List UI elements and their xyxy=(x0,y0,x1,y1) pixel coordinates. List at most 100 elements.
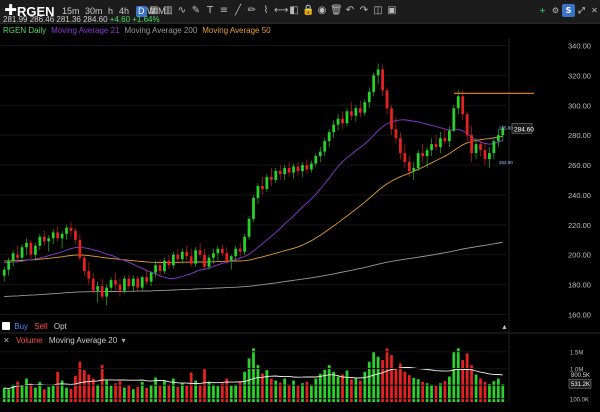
volume-bar xyxy=(171,378,175,402)
price-tick-label: 320.00 xyxy=(568,71,591,80)
volume-bar xyxy=(243,371,246,402)
timeframe-4h[interactable]: 4h xyxy=(119,6,130,16)
pencil-icon[interactable]: ✏ xyxy=(247,5,257,16)
volume-menu-icon[interactable]: ▾ xyxy=(121,336,126,345)
draw-icon[interactable]: ✎ xyxy=(191,5,201,16)
volume-bar xyxy=(29,383,33,402)
candle-body xyxy=(425,150,429,157)
volume-bar xyxy=(109,385,113,402)
layout-icon[interactable]: ▦ xyxy=(149,5,159,16)
redo-icon[interactable]: ↷ xyxy=(359,5,369,16)
candle-body xyxy=(56,232,60,239)
options-button[interactable]: Opt xyxy=(53,322,67,331)
add-chart-icon[interactable]: ✚ xyxy=(4,1,17,19)
volume-bar xyxy=(470,365,473,402)
text-icon[interactable]: T xyxy=(206,5,214,16)
timeframe-M[interactable]: M xyxy=(158,6,166,16)
fib-icon[interactable]: ≡ xyxy=(219,5,229,16)
candle-body xyxy=(212,253,215,258)
save-icon[interactable]: ▣ xyxy=(387,5,397,16)
bar-style-icon[interactable]: ▥ xyxy=(163,5,173,16)
candle-body xyxy=(434,144,438,148)
timeframe-h[interactable]: h xyxy=(108,6,114,16)
volume-bar xyxy=(42,389,46,402)
volume-ma-label[interactable]: Moving Average 20 xyxy=(48,336,118,345)
candle-body xyxy=(82,257,86,272)
volume-label[interactable]: Volume xyxy=(15,336,43,345)
timeframe-15m[interactable]: 15m xyxy=(62,6,80,16)
timeframe-D[interactable]: D xyxy=(136,6,147,17)
candle-body xyxy=(372,75,376,92)
timeframe-30m[interactable]: 30m xyxy=(85,6,103,16)
eye-icon[interactable]: ◉ xyxy=(317,5,327,16)
screen-icon[interactable]: S xyxy=(562,4,575,17)
volume-bar xyxy=(421,381,425,402)
undo-icon[interactable]: ↶ xyxy=(345,5,355,16)
legend-entry-2[interactable]: Moving Average 200 xyxy=(124,26,198,35)
candle-body xyxy=(465,114,469,136)
legend-entry-1[interactable]: Moving Average 21 xyxy=(51,26,120,35)
volume-bar xyxy=(91,378,95,402)
volume-bar xyxy=(234,384,238,402)
candle-body xyxy=(256,185,260,198)
candle-body xyxy=(158,265,162,272)
volume-bar xyxy=(452,351,456,402)
symbol-label[interactable]: RGEN xyxy=(17,4,55,19)
plus-icon[interactable]: + xyxy=(536,4,549,17)
volume-bar xyxy=(194,380,198,402)
volume-bar xyxy=(443,381,447,402)
candle-body xyxy=(167,260,171,266)
volume-bar xyxy=(20,385,24,402)
candle-body xyxy=(292,166,295,173)
magnet-icon[interactable]: ◧ xyxy=(289,5,299,16)
volume-bar xyxy=(407,375,411,402)
legend-entry-3[interactable]: Moving Average 50 xyxy=(202,26,271,35)
volume-bar xyxy=(456,348,460,402)
volume-bar xyxy=(123,387,126,402)
volume-bar xyxy=(7,389,11,402)
lock-icon[interactable]: 🔒 xyxy=(302,5,315,16)
trash-icon[interactable]: 🗑 xyxy=(330,5,343,16)
volume-bar xyxy=(87,374,91,402)
candle-body xyxy=(105,287,108,297)
legend-entry-0[interactable]: RGEN Daily xyxy=(3,26,47,35)
volume-bar xyxy=(381,360,384,402)
close-icon[interactable]: ✕ xyxy=(588,4,600,17)
volume-bar xyxy=(354,377,358,402)
volume-bar xyxy=(34,387,37,402)
candle-body xyxy=(488,153,491,160)
price-axis: 340.00 320.00 300.00 280.00 260.00 240.00 220.… xyxy=(499,41,591,331)
settings-icon[interactable]: ⚙ xyxy=(549,4,562,17)
candle-body xyxy=(447,130,451,142)
candle-body xyxy=(131,278,135,287)
volume-bar xyxy=(180,383,184,402)
volume-collapse-icon[interactable]: ✕ xyxy=(3,336,10,345)
volume-bar xyxy=(323,369,327,402)
candle-body xyxy=(194,250,198,264)
candle-body xyxy=(474,144,478,154)
scroll-up-icon[interactable]: ▲ xyxy=(501,324,508,331)
brush-icon[interactable]: ⌇ xyxy=(263,5,269,16)
camera-icon[interactable]: ◫ xyxy=(373,5,383,16)
volume-bar xyxy=(483,381,487,402)
volume-bar xyxy=(296,385,300,402)
trade-flag-icon[interactable] xyxy=(2,322,10,330)
volume-bar xyxy=(167,384,171,402)
volume-bar xyxy=(2,387,6,402)
timeframe-W[interactable]: W xyxy=(147,6,156,16)
sell-button[interactable]: Sell xyxy=(34,322,48,331)
fullscreen-icon[interactable]: ⤢ xyxy=(575,4,588,17)
candle-body xyxy=(100,286,104,297)
indicator-icon[interactable]: ∿ xyxy=(177,5,187,16)
ruler-icon[interactable]: ⟷ xyxy=(274,5,289,16)
volume-bar xyxy=(74,375,77,402)
buy-button[interactable]: Buy xyxy=(14,322,29,331)
volume-bar xyxy=(287,384,291,402)
volume-bar xyxy=(145,387,149,402)
volume-bar xyxy=(341,374,344,402)
line-icon[interactable]: ╱ xyxy=(234,5,242,16)
volume-bar xyxy=(82,370,86,402)
candle-body xyxy=(60,233,64,239)
volume-bar xyxy=(274,380,278,402)
